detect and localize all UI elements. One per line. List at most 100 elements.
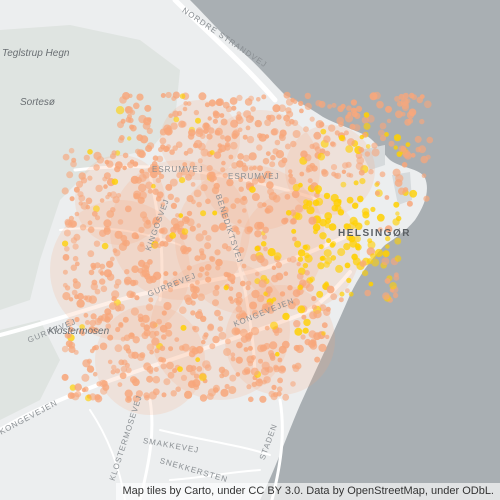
data-point — [242, 134, 248, 140]
data-point — [395, 211, 400, 216]
data-point — [146, 375, 154, 383]
data-point — [273, 252, 282, 261]
data-point — [124, 389, 133, 398]
data-point — [377, 129, 385, 137]
data-point — [208, 255, 214, 261]
data-point — [186, 101, 192, 106]
data-point — [277, 365, 287, 374]
data-point — [213, 182, 220, 190]
data-point — [219, 113, 225, 118]
data-point — [72, 243, 79, 250]
data-point — [72, 255, 79, 262]
data-point — [131, 232, 139, 240]
data-point — [223, 285, 229, 291]
data-point — [320, 255, 326, 261]
data-point — [319, 232, 327, 240]
data-point — [109, 302, 117, 310]
data-point — [68, 147, 75, 154]
data-point — [362, 211, 370, 219]
data-point — [265, 151, 271, 157]
data-point — [173, 116, 180, 123]
data-point — [271, 297, 277, 302]
data-point — [186, 210, 193, 217]
data-point — [93, 205, 100, 213]
data-point — [330, 164, 338, 171]
data-point — [136, 353, 145, 361]
data-point — [271, 265, 277, 270]
data-point — [214, 284, 220, 291]
data-point — [298, 100, 304, 106]
data-point — [196, 201, 202, 208]
data-point — [73, 349, 79, 355]
data-point — [164, 322, 172, 330]
data-point — [348, 235, 356, 243]
data-point — [139, 168, 145, 174]
data-point — [192, 326, 200, 333]
data-point — [92, 345, 97, 351]
data-point — [396, 215, 402, 222]
data-point — [125, 367, 132, 374]
data-point — [188, 381, 195, 387]
data-point — [340, 181, 347, 188]
data-point — [120, 365, 128, 373]
data-point — [231, 133, 238, 140]
data-point — [183, 216, 190, 223]
data-point — [377, 227, 383, 233]
data-point — [138, 191, 147, 200]
data-point — [145, 181, 153, 190]
place-label: Sortesø — [20, 97, 56, 108]
data-point — [124, 106, 132, 114]
data-point — [204, 242, 212, 250]
data-point — [256, 144, 263, 151]
data-point — [230, 356, 236, 362]
data-point — [161, 310, 167, 316]
data-point — [283, 91, 291, 99]
data-point — [107, 334, 114, 341]
data-point — [364, 220, 370, 226]
data-point — [344, 223, 352, 231]
data-point — [145, 219, 151, 225]
data-point — [209, 343, 216, 350]
data-point — [163, 378, 171, 386]
data-point — [236, 111, 242, 117]
data-point — [220, 167, 226, 173]
data-point — [175, 213, 180, 218]
data-point — [321, 169, 329, 177]
data-point — [325, 306, 331, 312]
data-point — [205, 198, 211, 205]
data-point — [345, 288, 350, 294]
data-point — [89, 319, 97, 327]
data-point — [351, 253, 358, 261]
data-point — [269, 161, 276, 168]
data-point — [61, 187, 69, 195]
data-point — [246, 355, 255, 364]
data-point — [181, 228, 189, 235]
data-point — [404, 151, 412, 160]
data-point — [323, 135, 331, 143]
data-point — [170, 122, 178, 130]
data-point — [117, 137, 124, 144]
data-point — [314, 185, 322, 193]
data-point — [187, 133, 195, 140]
data-point — [357, 195, 364, 203]
data-point — [359, 134, 364, 140]
data-point — [248, 152, 257, 161]
data-point — [159, 227, 166, 234]
data-point — [158, 173, 165, 180]
data-point — [83, 154, 90, 161]
data-point — [218, 144, 227, 153]
data-point — [251, 309, 259, 317]
data-point — [415, 146, 422, 153]
data-point — [363, 122, 371, 130]
data-point — [321, 331, 326, 336]
data-point — [186, 265, 192, 271]
data-point — [92, 371, 98, 377]
data-point — [148, 297, 154, 303]
data-point — [398, 93, 405, 100]
data-point — [172, 271, 178, 276]
data-point — [170, 202, 177, 209]
data-point — [238, 186, 244, 192]
data-point — [71, 392, 80, 401]
data-point — [161, 334, 167, 340]
